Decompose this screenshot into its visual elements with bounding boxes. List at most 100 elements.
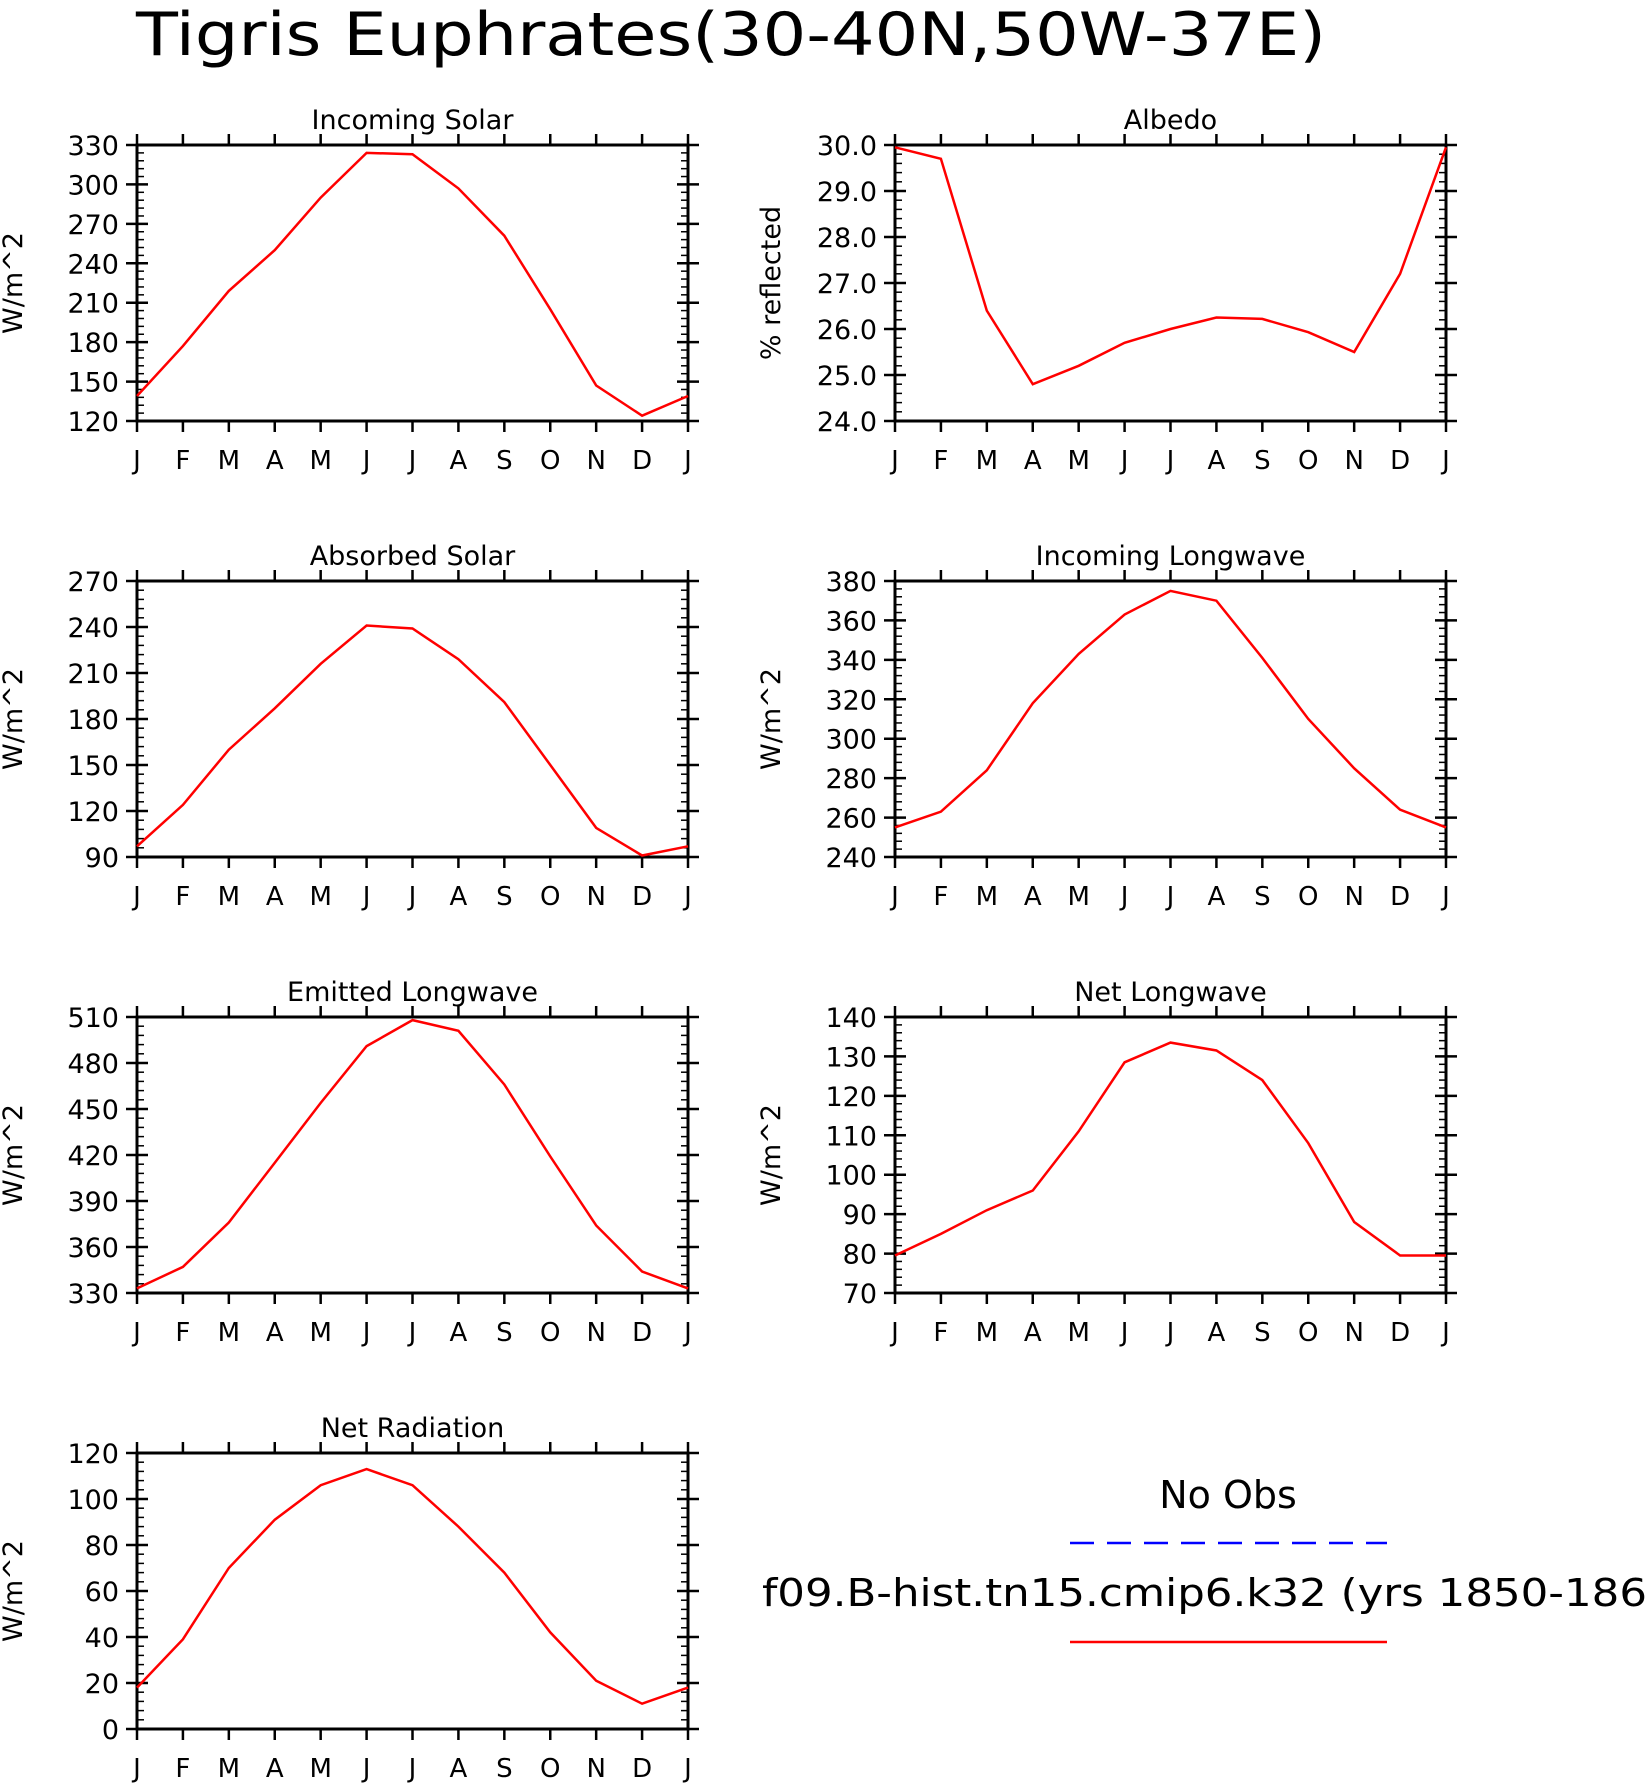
y-tick-label: 120 bbox=[825, 1082, 877, 1113]
y-tick-label: 150 bbox=[67, 751, 119, 782]
x-tick-label: S bbox=[496, 1754, 513, 1783]
y-tick-label: 510 bbox=[67, 1003, 119, 1034]
legend-model-label: f09.B-hist.tn15.cmip6.k32 (yrs 1850-186 bbox=[762, 1571, 1647, 1615]
y-tick-label: 380 bbox=[825, 567, 877, 598]
series-line bbox=[136, 151, 689, 418]
x-tick-label: O bbox=[1298, 1318, 1318, 1348]
series-line bbox=[136, 1018, 689, 1290]
x-tick-label: M bbox=[976, 446, 998, 476]
x-tick-label: N bbox=[1344, 882, 1363, 912]
x-tick-label: S bbox=[1254, 882, 1271, 912]
plot-frame bbox=[135, 579, 690, 859]
x-tick-label: A bbox=[1208, 882, 1226, 912]
plot-frame bbox=[135, 143, 690, 423]
y-tick-label: 30.0 bbox=[817, 131, 877, 162]
x-tick-label: J bbox=[1165, 446, 1175, 476]
y-tick-label: 140 bbox=[825, 1003, 877, 1034]
x-tick-label: J bbox=[407, 1754, 417, 1783]
x-tick-label: A bbox=[266, 1318, 284, 1348]
y-tick-label: 28.0 bbox=[817, 223, 877, 254]
y-tick-label: 29.0 bbox=[817, 177, 877, 208]
x-tick-label: N bbox=[586, 1318, 605, 1348]
y-tick-label: 240 bbox=[67, 249, 119, 280]
y-tick-label: 300 bbox=[67, 170, 119, 201]
x-tick-label: F bbox=[175, 1754, 190, 1783]
y-tick-label: 320 bbox=[825, 685, 877, 716]
legend-obs-label: No Obs bbox=[1159, 1473, 1297, 1517]
y-axis-label: W/m^2 bbox=[756, 1104, 787, 1206]
x-tick-label: O bbox=[1298, 882, 1318, 912]
y-tick-label: 240 bbox=[67, 613, 119, 644]
plot-frame bbox=[135, 1451, 690, 1731]
x-tick-label: M bbox=[218, 1754, 240, 1783]
x-tick-label: J bbox=[682, 1318, 692, 1348]
x-tick-label: N bbox=[1344, 446, 1363, 476]
x-tick-label: D bbox=[632, 1318, 652, 1348]
x-tick-label: J bbox=[131, 1754, 141, 1783]
chart-panel: J F M A M J J A S O N D J90120150180210240270W/m^2Ab… bbox=[0, 541, 699, 912]
x-tick-label: J bbox=[682, 446, 692, 476]
x-tick-label: J bbox=[1440, 1318, 1450, 1348]
series-line bbox=[136, 624, 689, 857]
x-tick-label: M bbox=[309, 1318, 331, 1348]
chart-panel: J F M A M J J A S O N D J120150180210240270300330W/m… bbox=[0, 105, 699, 476]
y-tick-label: 340 bbox=[825, 646, 877, 677]
x-tick-label: J bbox=[682, 1754, 692, 1783]
x-tick-label: A bbox=[1024, 1318, 1042, 1348]
panel-title: Emitted Longwave bbox=[287, 977, 538, 1008]
x-tick-label: A bbox=[266, 1754, 284, 1783]
x-tick-label: A bbox=[1208, 1318, 1226, 1348]
x-tick-label: D bbox=[632, 1754, 652, 1783]
y-tick-label: 100 bbox=[825, 1161, 877, 1192]
x-tick-label: J bbox=[131, 1318, 141, 1348]
y-axis-label: W/m^2 bbox=[0, 232, 29, 334]
chart-panels: J F M A M J J A S O N D J120150180210240270300330W/m… bbox=[0, 105, 1457, 1783]
chart-panel: J F M A M J J A S O N D J708090100110120130140W/m^2N… bbox=[756, 977, 1457, 1348]
panel-title: Incoming Longwave bbox=[1036, 541, 1306, 572]
y-tick-label: 80 bbox=[843, 1240, 877, 1271]
x-tick-label: J bbox=[889, 1318, 899, 1348]
y-axis-label: W/m^2 bbox=[0, 1540, 29, 1642]
x-tick-label: M bbox=[309, 446, 331, 476]
x-tick-label: N bbox=[1344, 1318, 1363, 1348]
x-tick-label: A bbox=[450, 882, 468, 912]
x-tick-label: J bbox=[889, 882, 899, 912]
y-tick-label: 90 bbox=[85, 843, 119, 874]
x-tick-label: F bbox=[933, 882, 948, 912]
x-tick-label: J bbox=[361, 1754, 371, 1783]
x-tick-label: S bbox=[1254, 446, 1271, 476]
x-tick-label: S bbox=[496, 1318, 513, 1348]
x-tick-label: O bbox=[540, 1754, 560, 1783]
page-title: Tigris Euphrates(30-40N,50W-37E) bbox=[135, 0, 1326, 70]
x-tick-label: A bbox=[450, 446, 468, 476]
x-tick-label: J bbox=[407, 1318, 417, 1348]
y-tick-label: 0 bbox=[102, 1715, 119, 1746]
x-tick-label: M bbox=[1067, 446, 1089, 476]
x-tick-label: O bbox=[540, 446, 560, 476]
panel-title: Incoming Solar bbox=[312, 105, 515, 136]
y-tick-label: 180 bbox=[67, 328, 119, 359]
y-tick-label: 100 bbox=[67, 1485, 119, 1516]
y-tick-label: 20 bbox=[85, 1669, 119, 1700]
x-tick-label: J bbox=[1119, 882, 1129, 912]
x-tick-label: D bbox=[1390, 1318, 1410, 1348]
chart-panel: J F M A M J J A S O N D J24.025.026.027.028.029.030.… bbox=[756, 105, 1457, 476]
x-tick-label: A bbox=[1024, 446, 1042, 476]
x-tick-label: A bbox=[450, 1754, 468, 1783]
x-tick-label: S bbox=[496, 882, 513, 912]
y-tick-label: 260 bbox=[825, 804, 877, 835]
y-tick-label: 80 bbox=[85, 1531, 119, 1562]
x-tick-label: N bbox=[586, 1754, 605, 1783]
y-tick-label: 90 bbox=[843, 1200, 877, 1231]
y-tick-label: 120 bbox=[67, 407, 119, 438]
panel-title: Absorbed Solar bbox=[310, 541, 516, 572]
x-tick-label: A bbox=[450, 1318, 468, 1348]
plot-frame bbox=[893, 579, 1448, 859]
x-tick-label: J bbox=[361, 882, 371, 912]
y-tick-label: 280 bbox=[825, 764, 877, 795]
x-tick-label: O bbox=[540, 1318, 560, 1348]
y-tick-label: 330 bbox=[67, 131, 119, 162]
x-tick-label: S bbox=[1254, 1318, 1271, 1348]
y-tick-label: 120 bbox=[67, 797, 119, 828]
